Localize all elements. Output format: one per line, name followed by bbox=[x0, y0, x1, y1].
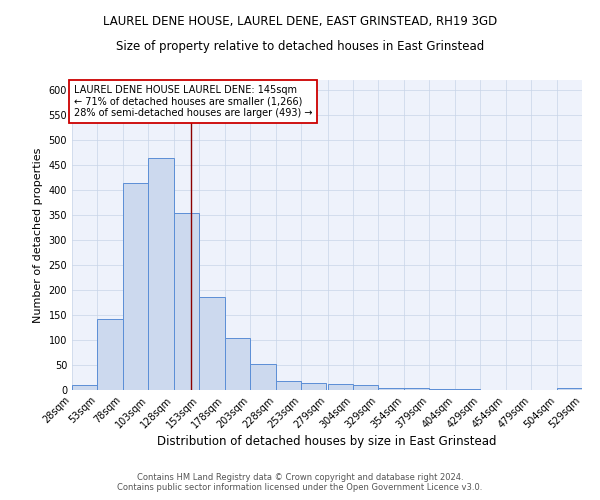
X-axis label: Distribution of detached houses by size in East Grinstead: Distribution of detached houses by size … bbox=[157, 436, 497, 448]
Bar bbox=[557, 388, 582, 390]
Bar bbox=[404, 388, 430, 390]
Text: Size of property relative to detached houses in East Grinstead: Size of property relative to detached ho… bbox=[116, 40, 484, 53]
Bar bbox=[224, 338, 250, 390]
Bar bbox=[72, 385, 97, 390]
Bar bbox=[353, 385, 379, 390]
Bar bbox=[379, 388, 404, 390]
Bar bbox=[301, 383, 326, 390]
Bar bbox=[97, 319, 123, 390]
Bar bbox=[430, 388, 455, 390]
Bar bbox=[250, 364, 275, 390]
Bar bbox=[275, 381, 301, 390]
Y-axis label: Number of detached properties: Number of detached properties bbox=[33, 148, 43, 322]
Text: LAUREL DENE HOUSE, LAUREL DENE, EAST GRINSTEAD, RH19 3GD: LAUREL DENE HOUSE, LAUREL DENE, EAST GRI… bbox=[103, 15, 497, 28]
Bar bbox=[174, 212, 199, 390]
Bar bbox=[455, 388, 480, 390]
Bar bbox=[148, 158, 174, 390]
Bar bbox=[328, 384, 353, 390]
Text: LAUREL DENE HOUSE LAUREL DENE: 145sqm
← 71% of detached houses are smaller (1,26: LAUREL DENE HOUSE LAUREL DENE: 145sqm ← … bbox=[74, 85, 313, 118]
Text: Contains HM Land Registry data © Crown copyright and database right 2024.
Contai: Contains HM Land Registry data © Crown c… bbox=[118, 473, 482, 492]
Bar bbox=[199, 296, 224, 390]
Bar bbox=[123, 182, 148, 390]
